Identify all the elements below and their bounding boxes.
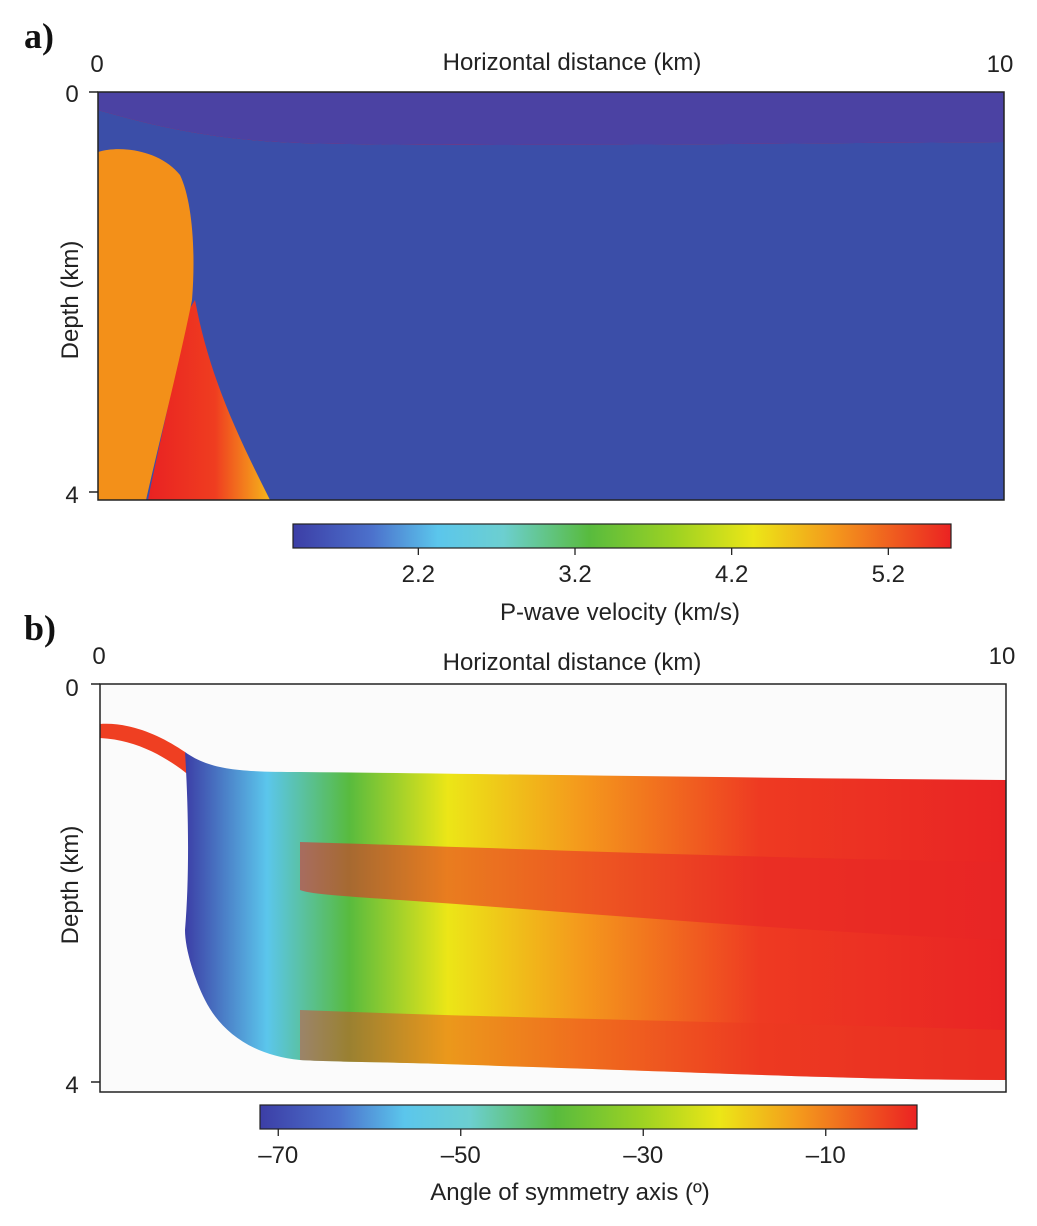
subsalt-wedge — [148, 300, 270, 500]
velocity-colorbar-ticks: 2.2 3.2 4.2 5.2 — [402, 548, 905, 588]
velocity-colorbar-label: P-wave velocity (km/s) — [500, 599, 740, 626]
panel-b-frame — [99, 683, 1007, 1093]
panel-a-label: a) — [24, 16, 54, 56]
angle-colorbar-tick-label: –50 — [441, 1142, 481, 1169]
angle-main-body — [185, 752, 1006, 1080]
velocity-band-1.8 — [98, 110, 1004, 500]
angle-colorbar-tick-label: –70 — [258, 1142, 298, 1169]
panel-a-y-axis-label: Depth (km) — [57, 241, 84, 360]
symmetry-angle-image — [100, 684, 1006, 1092]
angle-colorbar-tick-label: –30 — [623, 1142, 663, 1169]
panel-b-y-tick-4: 4 — [65, 1072, 78, 1099]
panel-a-y-tick-4: 4 — [65, 482, 78, 509]
velocity-colorbar-tick-label: 4.2 — [715, 561, 748, 588]
panel-b-y-axis-label: Depth (km) — [57, 826, 84, 945]
panel-b-x-tick-10: 10 — [989, 643, 1016, 670]
angle-band-2 — [300, 1010, 1006, 1080]
panel-a-frame — [97, 91, 1005, 501]
salt-body — [98, 149, 194, 500]
angle-colorbar — [259, 1104, 918, 1130]
panel-a-x-tick-0: 0 — [90, 51, 103, 78]
velocity-colorbar — [292, 523, 952, 549]
angle-band-1 — [300, 842, 1006, 940]
angle-shallow-sliver — [100, 723, 190, 776]
panel-a-x-tick-10: 10 — [987, 51, 1014, 78]
panel-b-label: b) — [24, 608, 56, 648]
angle-colorbar-ticks: –70 –50 –30 –10 — [258, 1129, 846, 1169]
panel-a-y-tick-0: 0 — [65, 81, 78, 108]
velocity-colorbar-tick-label: 5.2 — [872, 561, 905, 588]
velocity-colorbar-tick-label: 3.2 — [558, 561, 591, 588]
velocity-model-image — [98, 92, 1004, 500]
panel-b-x-axis-label: Horizontal distance (km) — [443, 649, 702, 676]
velocity-colorbar-tick-label: 2.2 — [402, 561, 435, 588]
panel-a-x-axis-label: Horizontal distance (km) — [443, 49, 702, 76]
angle-colorbar-label: Angle of symmetry axis (º) — [430, 1179, 710, 1206]
angle-colorbar-tick-label: –10 — [806, 1142, 846, 1169]
panel-b-y-tick-0: 0 — [65, 675, 78, 702]
panel-b-x-tick-0: 0 — [92, 643, 105, 670]
velocity-band-water — [98, 92, 1004, 145]
